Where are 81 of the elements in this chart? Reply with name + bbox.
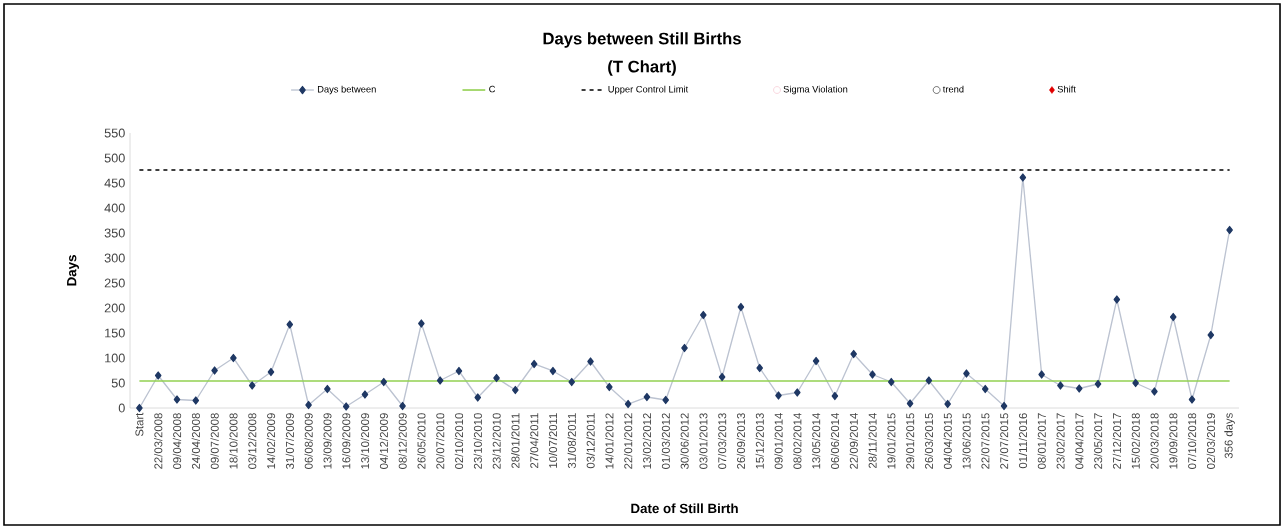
y-tick-label: 200 xyxy=(104,303,125,313)
legend-label: C xyxy=(489,85,496,93)
x-tick-label: 02/03/2019 xyxy=(1206,413,1215,469)
x-tick-label: 22/01/2012 xyxy=(623,413,633,469)
x-tick-label: 24/04/2008 xyxy=(191,413,200,469)
chart-subtitle: (T Chart) xyxy=(608,60,676,76)
x-tick-label: 13/05/2014 xyxy=(811,413,821,469)
legend-label: Sigma Violation xyxy=(783,85,848,95)
x-tick-label: 08/02/2014 xyxy=(793,413,802,469)
x-tick-label: 22/03/2008 xyxy=(154,413,163,469)
x-tick-label: 13/02/2012 xyxy=(642,413,652,469)
x-tick-label: 20/07/2010 xyxy=(435,413,445,469)
chart-title: Days between Still Births xyxy=(543,32,741,48)
x-tick-label: 30/06/2012 xyxy=(680,413,689,469)
x-tick-label: 07/03/2013 xyxy=(717,413,727,469)
x-tick-label: 04/04/2015 xyxy=(943,413,952,469)
legend-label: Upper Control Limit xyxy=(608,85,689,95)
x-tick-label: 09/04/2008 xyxy=(172,413,182,469)
x-tick-label: 31/07/2009 xyxy=(285,413,294,469)
x-tick-label: 13/09/2009 xyxy=(323,413,332,469)
x-tick-label: 14/02/2009 xyxy=(266,413,276,469)
x-tick-label: 26/05/2010 xyxy=(417,413,426,469)
x-tick-label: 03/12/2011 xyxy=(586,413,595,469)
x-tick-label: 356 days xyxy=(1224,413,1235,459)
x-tick-label: 16/09/2009 xyxy=(342,413,351,469)
x-tick-label: 28/01/2011 xyxy=(511,413,520,469)
x-tick-label: 06/08/2009 xyxy=(304,413,313,469)
x-tick-label: 04/12/2009 xyxy=(379,413,388,469)
y-tick-label: 100 xyxy=(105,353,125,363)
y-tick-label: 450 xyxy=(104,178,125,188)
x-tick-label: 26/03/2015 xyxy=(924,413,934,469)
x-tick-label: 13/06/2015 xyxy=(962,413,971,469)
x-tick-label: 23/10/2010 xyxy=(473,413,482,469)
x-tick-label: 14/01/2012 xyxy=(605,413,614,469)
x-tick-label: 03/12/2008 xyxy=(248,413,257,469)
x-tick-label: 26/09/2013 xyxy=(736,413,746,469)
x-tick-label: 09/01/2014 xyxy=(774,413,783,469)
x-tick-label: 22/09/2014 xyxy=(849,413,858,469)
x-tick-label: 15/02/2018 xyxy=(1131,413,1140,469)
x-tick-label: 08/01/2017 xyxy=(1037,413,1046,469)
x-tick-label: 02/10/2010 xyxy=(454,413,464,469)
x-tick-label: 09/07/2008 xyxy=(210,413,219,469)
x-tick-label: 23/05/2017 xyxy=(1093,413,1103,469)
legend-label: trend xyxy=(942,85,964,93)
x-tick-label: 19/09/2018 xyxy=(1169,413,1178,469)
x-tick-label: Start xyxy=(135,412,144,437)
x-tick-label: 01/11/2016 xyxy=(1018,413,1027,469)
legend-label: Shift xyxy=(1057,85,1076,93)
x-tick-label: 27/04/2011 xyxy=(529,413,539,469)
x-tick-label: 08/12/2009 xyxy=(398,413,407,469)
y-tick-label: 150 xyxy=(105,328,125,338)
y-tick-label: 50 xyxy=(111,378,125,388)
legend-label: Days between xyxy=(317,85,376,95)
x-tick-label: 15/12/2013 xyxy=(755,413,764,469)
x-tick-label: 23/02/2017 xyxy=(1056,413,1065,469)
y-tick-label: 250 xyxy=(104,278,125,288)
x-tick-label: 27/07/2015 xyxy=(999,413,1009,469)
x-tick-label: 27/12/2017 xyxy=(1112,413,1121,469)
y-tick-label: 400 xyxy=(104,203,125,213)
x-tick-label: 10/07/2011 xyxy=(548,413,558,468)
x-tick-label: 28/11/2014 xyxy=(868,413,877,469)
x-tick-label: 04/04/2017 xyxy=(1075,413,1084,469)
x-tick-label: 19/01/2015 xyxy=(887,413,896,469)
y-tick-label: 300 xyxy=(104,253,125,263)
y-tick-label: 500 xyxy=(104,153,125,163)
x-tick-label: 06/06/2014 xyxy=(830,413,840,469)
x-axis-title: Date of Still Birth xyxy=(631,503,738,514)
x-tick-label: 03/01/2013 xyxy=(699,413,708,469)
x-tick-label: 29/01/2015 xyxy=(905,413,915,469)
x-tick-label: 20/03/2018 xyxy=(1150,413,1159,469)
x-tick-label: 22/07/2015 xyxy=(981,413,990,469)
y-tick-label: 350 xyxy=(104,228,125,238)
x-tick-label: 01/03/2012 xyxy=(661,413,670,469)
y-tick-label: 550 xyxy=(104,128,125,138)
x-tick-label: 31/08/2011 xyxy=(567,413,576,469)
x-tick-label: 07/10/2018 xyxy=(1187,413,1197,469)
x-tick-label: 18/10/2008 xyxy=(229,413,238,469)
x-tick-label: 13/10/2009 xyxy=(360,413,370,469)
x-tick-label: 23/12/2010 xyxy=(492,413,501,469)
y-axis-title: Days xyxy=(67,255,79,286)
y-tick-label: 0 xyxy=(118,403,125,413)
